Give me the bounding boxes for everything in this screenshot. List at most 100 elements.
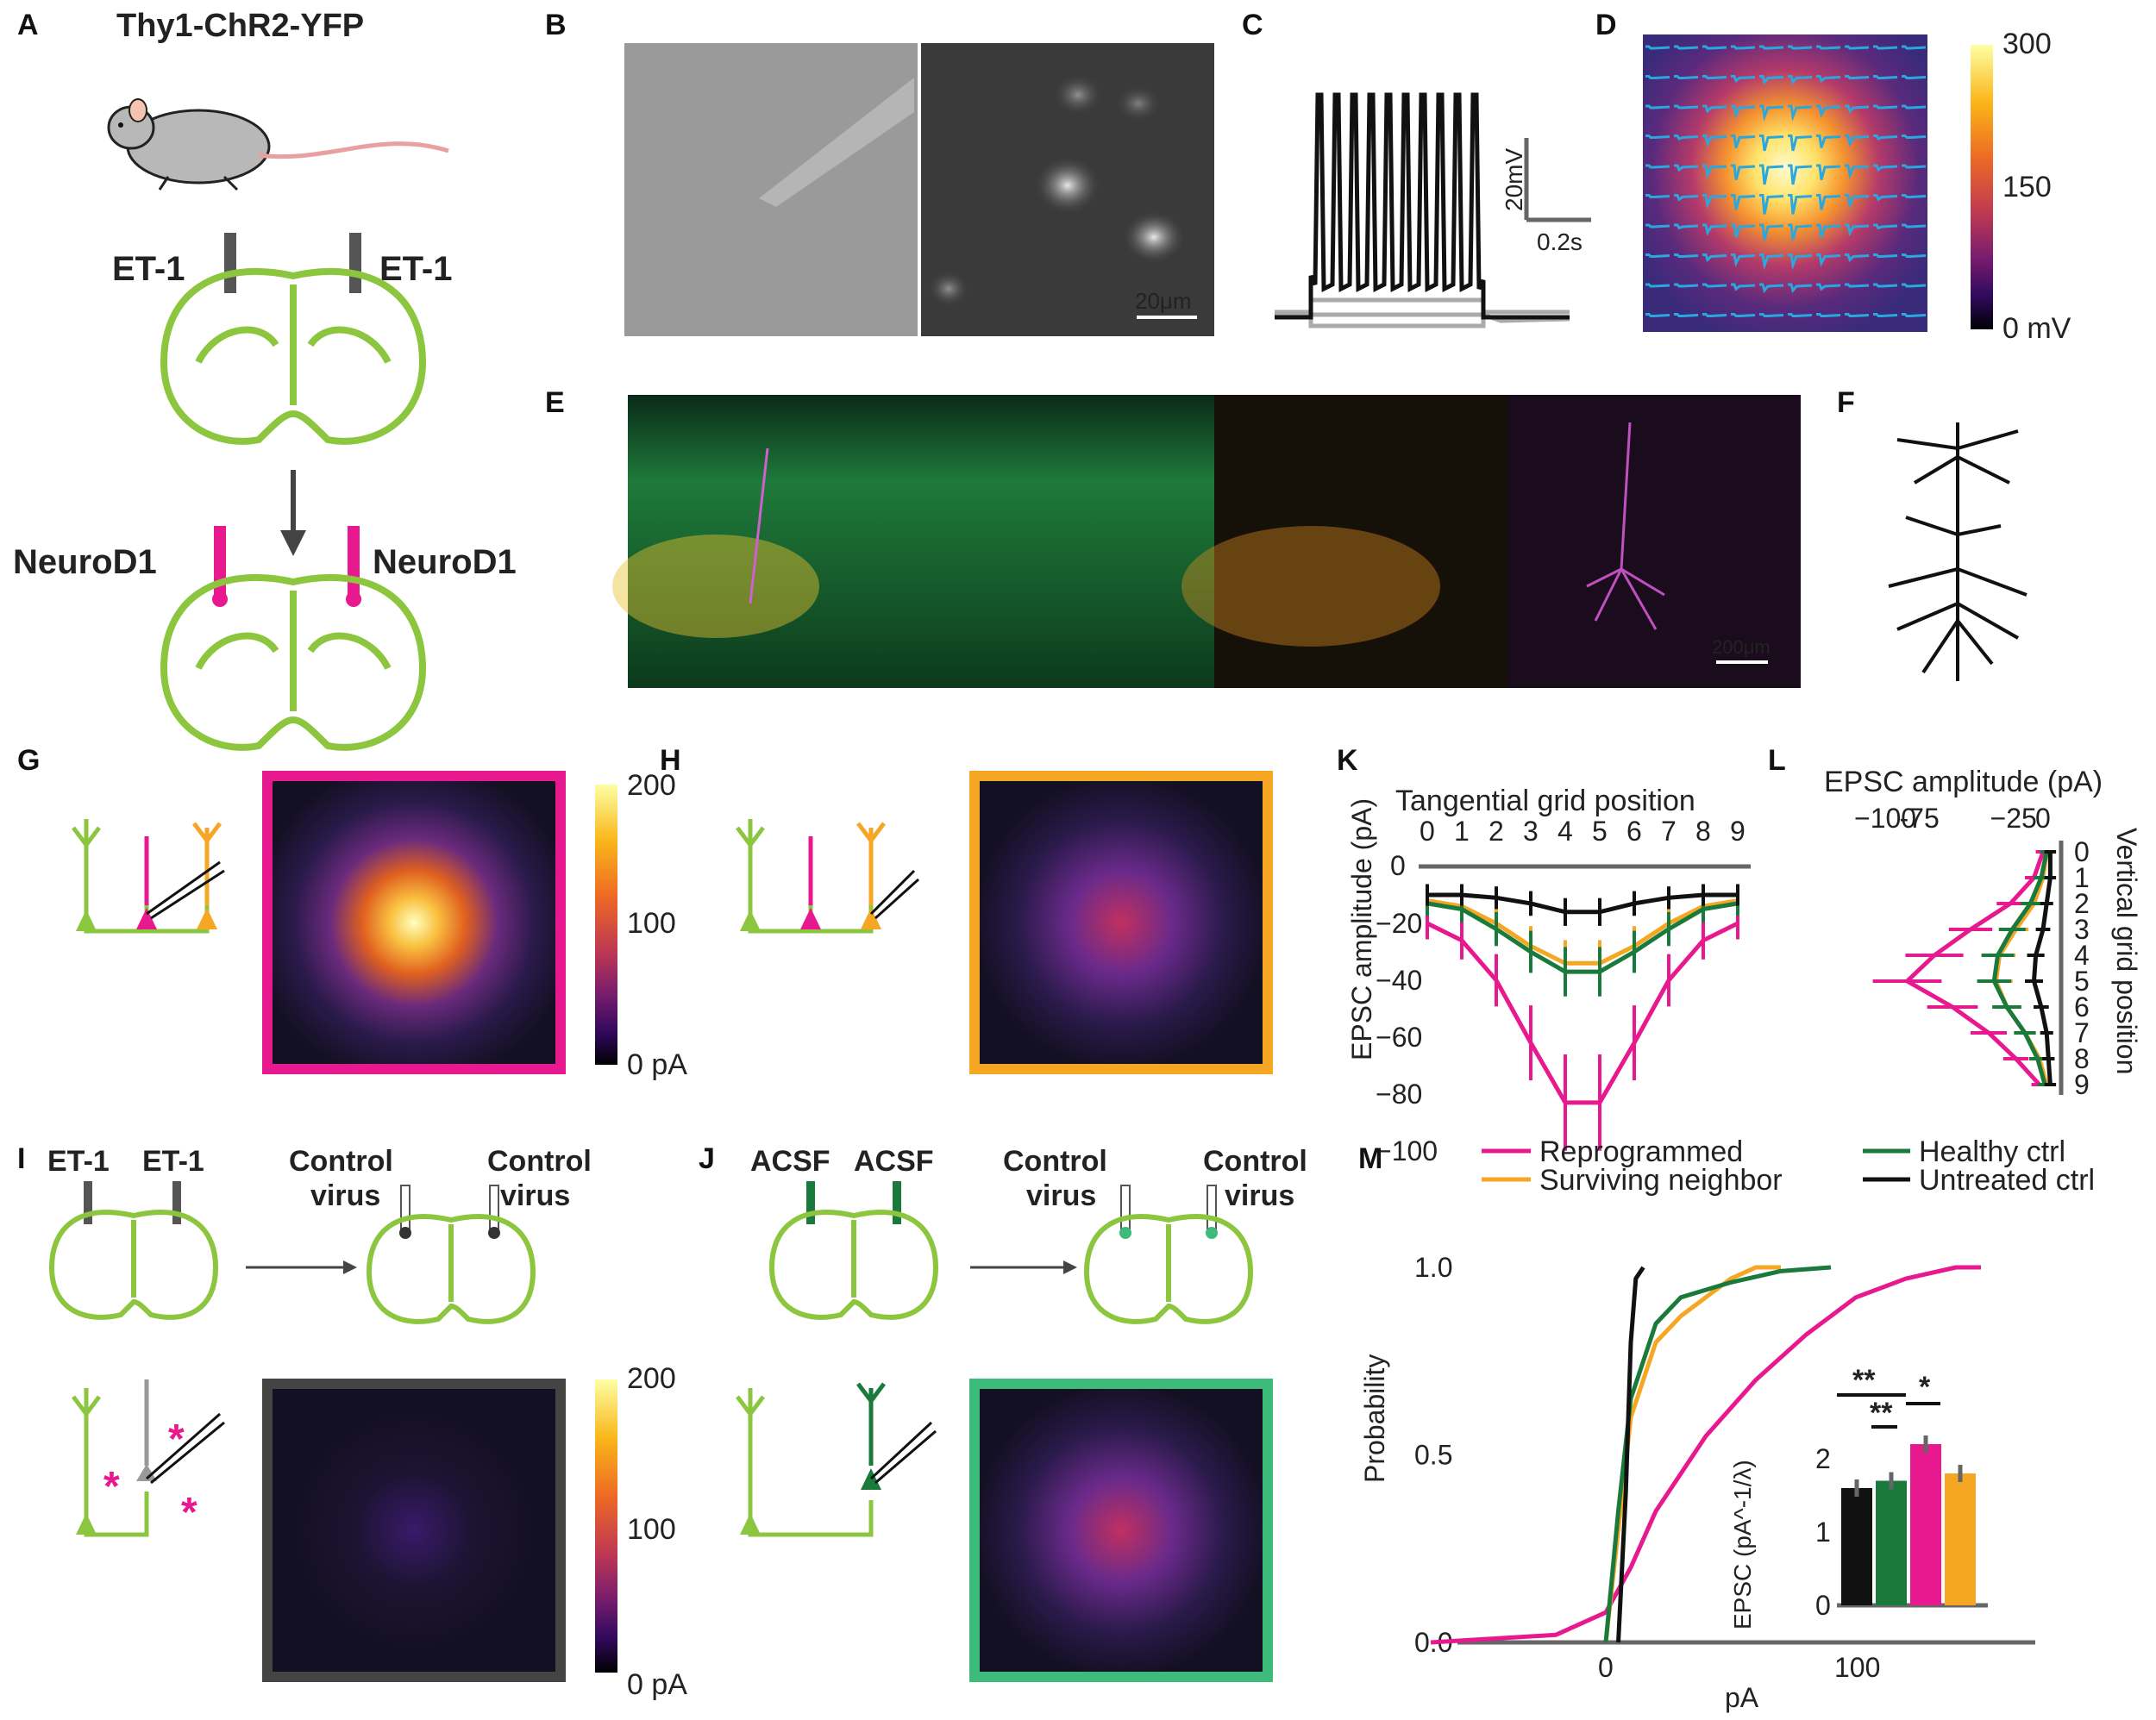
k-x-tick-label: 5 — [1592, 816, 1608, 847]
grid-trace — [1731, 194, 1756, 210]
grid-trace — [1845, 134, 1870, 147]
grid-trace — [1816, 75, 1841, 83]
m-x-tick-label: 0 — [1598, 1652, 1614, 1683]
inset-bars — [1841, 1435, 1976, 1605]
grid-trace — [1845, 283, 1870, 288]
k-line-surviving-neighbor — [1426, 898, 1739, 966]
grid-trace — [1702, 104, 1727, 114]
l-y-tick-label: 0 — [2074, 836, 2090, 867]
grid-trace — [1645, 313, 1670, 317]
grid-trace — [1845, 223, 1870, 237]
scale-label-b: 20μm — [1135, 288, 1192, 314]
k-x-tick-label: 3 — [1523, 816, 1539, 847]
grid-trace — [1902, 194, 1927, 198]
grid-trace — [1702, 223, 1727, 237]
grid-trace — [1759, 283, 1784, 294]
panel-e: E 200μm — [545, 386, 1801, 688]
grid-trace — [1788, 45, 1813, 50]
grid-trace — [1731, 253, 1756, 267]
k-zero-label: 0 — [1390, 850, 1406, 881]
j-control-left-2: virus — [1026, 1179, 1096, 1212]
svg-text:*: * — [181, 1490, 197, 1535]
l-title: EPSC amplitude (pA) — [1824, 766, 2103, 798]
circuit-schematic-g — [72, 819, 225, 934]
grid-trace — [1702, 164, 1727, 179]
panel-j: J ACSF ACSF Control virus Control virus — [699, 1142, 1307, 1682]
spike-train-trace — [1275, 92, 1570, 320]
m-cdf-untreated-ctrl — [1616, 1266, 1645, 1643]
heatmap-h — [969, 771, 1273, 1074]
yfp-channel-image — [921, 395, 1214, 688]
j-control-left-1: Control — [1003, 1145, 1107, 1178]
k-line-untreated-ctrl — [1427, 892, 1738, 915]
grid-trace — [1759, 134, 1784, 152]
colorbar-d — [1971, 45, 1993, 329]
i-control-left-1: Control — [289, 1145, 393, 1178]
grid-trace — [1845, 253, 1870, 263]
panel-label-g: G — [17, 744, 40, 777]
grid-trace — [1731, 45, 1756, 50]
m-ylabel: Probability — [1359, 1354, 1390, 1483]
panel-f: F — [1837, 386, 2028, 681]
grid-trace — [1731, 164, 1756, 181]
k-line-healthy-ctrl — [1426, 901, 1739, 974]
panel-l: L EPSC amplitude (pA) −100-75 −250 012345… — [1768, 744, 2142, 1100]
k-y-tick-label: −100 — [1376, 1135, 1438, 1166]
inset-y-ticks: 0 1 2 — [1815, 1443, 1831, 1621]
inset-bar-surviving-neighbor — [1945, 1473, 1976, 1605]
panel-label-m: M — [1358, 1142, 1382, 1175]
inset-bar-reprogrammed — [1910, 1444, 1941, 1605]
grid-trace — [1674, 194, 1699, 202]
grid-trace — [1645, 194, 1670, 198]
l-y-tick-label: 3 — [2074, 914, 2090, 945]
inset-bar-untreated-ctrl — [1841, 1488, 1872, 1605]
grid-trace — [1759, 45, 1784, 50]
grid-trace — [1702, 253, 1727, 263]
grid-trace — [1702, 134, 1727, 147]
k-series — [1426, 884, 1739, 1151]
grid-trace — [1645, 75, 1670, 79]
inset-y-tick-label: 2 — [1815, 1443, 1831, 1474]
grid-trace — [1816, 45, 1841, 50]
k-ylabel: EPSC amplitude (pA) — [1346, 798, 1377, 1060]
grid-trace — [1759, 253, 1784, 271]
neurod1-right-label: NeuroD1 — [373, 543, 517, 581]
grid-trace — [1759, 194, 1784, 215]
colorbar-d-bottom: 0 mV — [2002, 312, 2071, 345]
grid-trace — [1702, 283, 1727, 288]
grid-trace — [1873, 223, 1898, 230]
k-x-tick-label: 7 — [1661, 816, 1677, 847]
grid-trace — [1674, 253, 1699, 258]
i-control-left-2: virus — [310, 1179, 380, 1212]
l-line-untreated-ctrl — [2031, 852, 2053, 1085]
grid-trace — [1902, 283, 1927, 288]
grid-trace — [1873, 75, 1898, 79]
biocytin-channel-image — [1507, 395, 1801, 688]
grid-trace — [1873, 164, 1898, 172]
grid-trace — [1645, 283, 1670, 288]
l-y-tick-label: 7 — [2074, 1017, 2090, 1048]
grid-trace — [1902, 253, 1927, 258]
m-cdf-healthy-ctrl — [1603, 1265, 1832, 1643]
circuit-schematic-h — [736, 819, 920, 934]
l-x-tick-label: −100 — [1854, 803, 1916, 834]
panel-label-d: D — [1595, 9, 1617, 41]
m-xlabel: pA — [1725, 1682, 1759, 1713]
grid-trace — [1731, 104, 1756, 119]
grid-trace — [1674, 313, 1699, 317]
grid-trace — [1816, 253, 1841, 267]
heatmap-j — [969, 1379, 1273, 1682]
k-y-tick-label: −60 — [1376, 1022, 1422, 1053]
grid-trace — [1788, 75, 1813, 85]
grid-trace — [1873, 134, 1898, 141]
k-x-tick-label: 1 — [1454, 816, 1470, 847]
grid-trace — [1816, 313, 1841, 317]
i-control-right-2: virus — [500, 1179, 570, 1212]
mouse-illustration — [107, 98, 449, 191]
grid-trace — [1902, 223, 1927, 228]
j-acsf-left: ACSF — [750, 1145, 830, 1178]
j-control-right-1: Control — [1203, 1145, 1307, 1178]
panel-label-h: H — [660, 744, 681, 777]
l-y-tick-label: 6 — [2074, 991, 2090, 1023]
l-y-tick-label: 9 — [2074, 1069, 2090, 1100]
